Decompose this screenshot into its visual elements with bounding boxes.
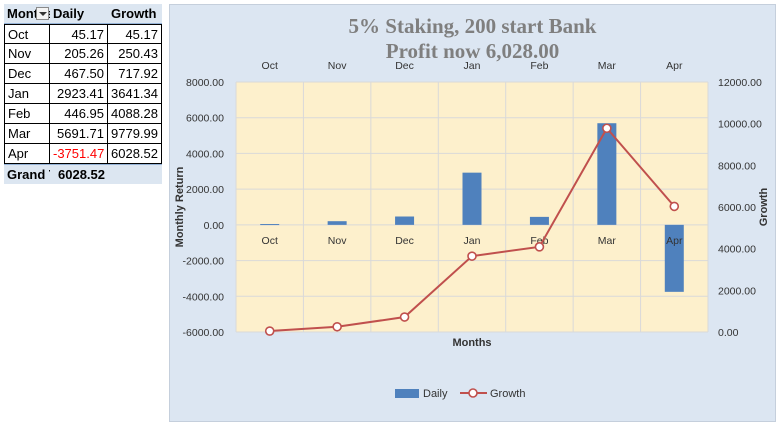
row-month-cell[interactable]: Nov	[4, 44, 50, 64]
y-axis-tick-label: 0.00	[204, 220, 225, 232]
y2-axis-tick-label: 12000.00	[718, 77, 762, 89]
table-row: Feb 446.95 4088.28	[4, 104, 162, 124]
y-axis-tick-label: 6000.00	[186, 113, 224, 125]
x-axis-top-tick-label: Nov	[328, 60, 347, 72]
y2-axis-tick-label: 6000.00	[718, 202, 756, 214]
y2-axis-tick-label: 8000.00	[718, 160, 756, 172]
x-axis-tick-label: Jan	[464, 235, 481, 247]
x-axis-tick-label: Mar	[598, 235, 617, 247]
x-axis-top-tick-label: Apr	[666, 60, 683, 72]
y2-axis-title: Growth	[758, 187, 770, 226]
daily-bar	[529, 216, 549, 225]
row-month-cell[interactable]: Mar	[4, 124, 50, 144]
growth-point	[399, 312, 410, 322]
table-row: Nov 205.26 250.43	[4, 44, 162, 64]
pivot-header-growth[interactable]: Growth	[111, 5, 157, 21]
daily-bar	[597, 123, 617, 225]
row-month-cell[interactable]: Apr	[4, 144, 50, 164]
row-daily-cell[interactable]: 205.26	[50, 44, 108, 64]
chart-title[interactable]: 5% Staking, 200 start Bank Profit now 6,…	[169, 14, 776, 64]
row-month-cell[interactable]: Dec	[4, 64, 50, 84]
daily-bar	[260, 224, 280, 226]
y2-axis-tick-label: 0.00	[718, 327, 739, 339]
growth-point	[264, 326, 275, 336]
table-row: Mar 5691.71 9779.99	[4, 124, 162, 144]
x-axis-title: Months	[452, 337, 491, 349]
daily-bar	[664, 224, 684, 292]
pivot-header-row: Months Daily Growth	[4, 4, 162, 24]
chart-title-line1: 5% Staking, 200 start Bank	[348, 14, 597, 38]
y-axis-tick-label: 4000.00	[186, 148, 224, 160]
legend-growth-marker	[468, 388, 478, 398]
y-axis-tick-label: -2000.00	[183, 256, 225, 268]
y2-axis-tick-label: 10000.00	[718, 119, 762, 131]
y-axis-tick-label: -4000.00	[183, 291, 225, 303]
x-axis-tick-label: Nov	[328, 235, 347, 247]
row-daily-cell[interactable]: 467.50	[50, 64, 108, 84]
growth-point	[534, 242, 545, 252]
row-daily-cell[interactable]: 446.95	[50, 104, 108, 124]
y2-axis-tick-label: 4000.00	[718, 244, 756, 256]
y-axis-tick-label: 2000.00	[186, 184, 224, 196]
growth-point	[467, 251, 477, 261]
row-growth-cell[interactable]: 250.43	[108, 44, 162, 64]
chart-title-line2: Profit now 6,028.00	[385, 39, 560, 63]
table-row: Apr -3751.47 6028.52	[4, 144, 162, 164]
x-axis-top-tick-label: Dec	[395, 60, 414, 72]
table-row: Jan 2923.41 3641.34	[4, 84, 162, 104]
pivot-total-row: Grand Total 6028.52	[4, 164, 162, 184]
filter-dropdown-icon[interactable]	[36, 6, 49, 20]
y2-axis-tick-label: 2000.00	[718, 285, 756, 297]
pivot-table: Months Daily Growth Oct 45.17 45.17 Nov 205.…	[4, 4, 162, 184]
row-month-cell[interactable]: Oct	[4, 24, 50, 44]
daily-bar	[462, 172, 482, 225]
legend-daily-swatch	[395, 389, 419, 398]
table-row: Oct 45.17 45.17	[4, 24, 162, 44]
row-daily-cell[interactable]: -3751.47	[50, 144, 108, 164]
x-axis-top-tick-label: Jan	[464, 60, 481, 72]
row-growth-cell[interactable]: 3641.34	[108, 84, 162, 104]
y-axis-tick-label: 8000.00	[186, 77, 224, 89]
x-axis-top-tick-label: Mar	[598, 60, 617, 72]
growth-point	[332, 321, 342, 332]
x-axis-top-tick-label: Feb	[530, 60, 548, 72]
x-axis-tick-label: Oct	[262, 235, 278, 247]
grand-total-daily[interactable]: 6028.52	[58, 166, 105, 182]
legend-growth-label: Growth	[490, 388, 525, 400]
row-daily-cell[interactable]: 2923.41	[50, 84, 108, 104]
daily-bar	[395, 216, 415, 225]
table-row: Dec 467.50 717.92	[4, 64, 162, 84]
pivot-body: Oct 45.17 45.17 Nov 205.26 250.43 Dec 467.50 717…	[4, 24, 162, 164]
growth-point	[669, 201, 680, 212]
row-daily-cell[interactable]: 5691.71	[50, 124, 108, 144]
daily-bar	[327, 221, 347, 225]
pivot-header-months[interactable]: Months	[4, 4, 50, 24]
row-month-cell[interactable]: Feb	[4, 104, 50, 124]
row-daily-cell[interactable]: 45.17	[50, 24, 108, 44]
grand-total-label[interactable]: Grand Total	[7, 166, 50, 182]
y-axis-title: Monthly Return	[174, 166, 186, 247]
growth-point	[602, 123, 612, 134]
row-growth-cell[interactable]: 4088.28	[108, 104, 162, 124]
row-growth-cell[interactable]: 717.92	[108, 64, 162, 84]
row-growth-cell[interactable]: 6028.52	[108, 144, 162, 164]
row-month-cell[interactable]: Jan	[4, 84, 50, 104]
y-axis-tick-label: -6000.00	[183, 327, 225, 339]
x-axis-top-tick-label: Oct	[262, 60, 278, 72]
row-growth-cell[interactable]: 45.17	[108, 24, 162, 44]
pivot-header-daily[interactable]: Daily	[53, 5, 85, 21]
x-axis-tick-label: Apr	[666, 235, 683, 247]
row-growth-cell[interactable]: 9779.99	[108, 124, 162, 144]
x-axis-tick-label: Dec	[395, 235, 414, 247]
legend-daily-label: Daily	[423, 388, 448, 400]
